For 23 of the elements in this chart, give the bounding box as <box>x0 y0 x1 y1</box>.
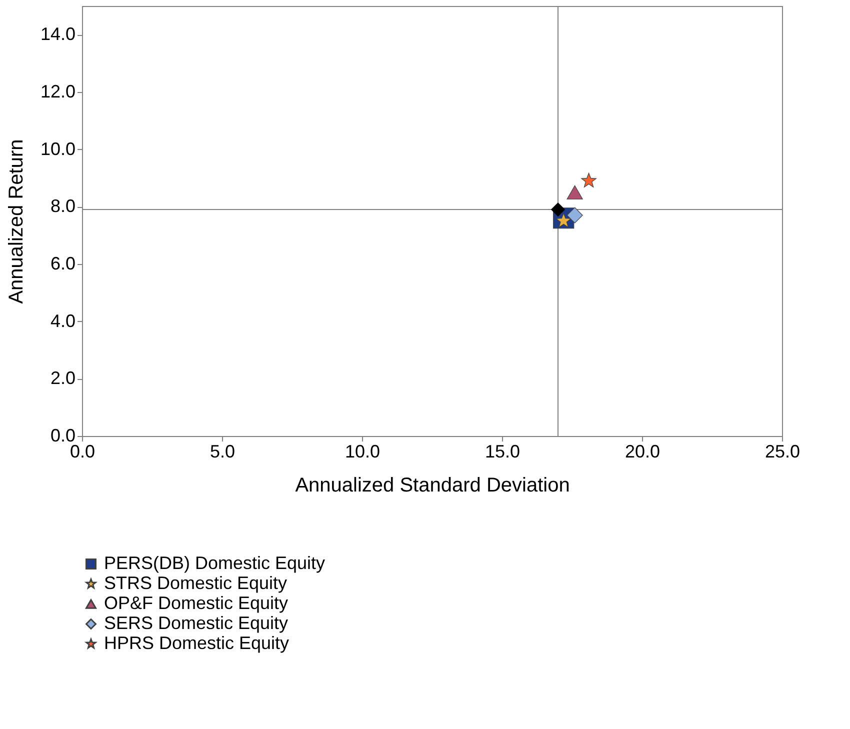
y-tick-label: 6.0 <box>50 254 76 274</box>
x-tick-label: 5.0 <box>210 442 236 462</box>
x-tick-label: 20.0 <box>624 442 660 462</box>
y-tick-label: 12.0 <box>40 82 76 102</box>
point <box>566 207 583 224</box>
y-axis-title: Annualized Return <box>5 139 28 304</box>
y-tick-label: 4.0 <box>50 310 76 331</box>
x-tick-label: 15.0 <box>484 442 520 462</box>
x-tick-label: 10.0 <box>344 442 380 462</box>
legend-label: PERS(DB) Domestic Equity <box>104 553 326 573</box>
y-tick-label: 2.0 <box>50 368 76 388</box>
legend-label: OP&F Domestic Equity <box>104 593 288 613</box>
y-tick-label: 10.0 <box>40 138 76 159</box>
y-tick-label: 8.0 <box>50 196 76 216</box>
point <box>550 202 566 217</box>
point <box>581 172 596 188</box>
legend-label: STRS Domestic Equity <box>104 573 288 593</box>
legend-label: SERS Domestic Equity <box>104 613 288 633</box>
x-tick-label: 25.0 <box>764 442 800 462</box>
point <box>566 185 583 200</box>
x-axis-title: Annualized Standard Deviation <box>295 474 570 496</box>
y-tick-label: 14.0 <box>40 24 76 44</box>
legend-label: HPRS Domestic Equity <box>104 633 290 653</box>
